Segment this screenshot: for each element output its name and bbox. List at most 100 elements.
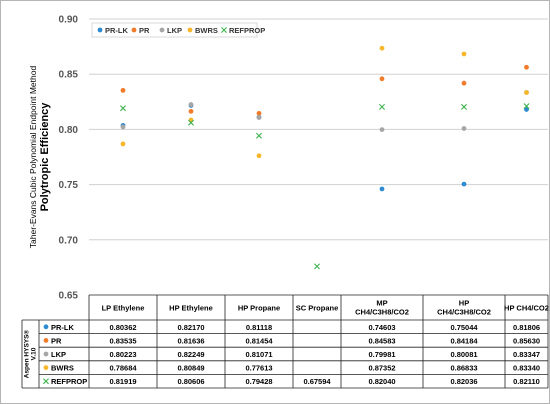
point-lkp-0	[120, 124, 126, 130]
table-side-label: Aspen HYSYS® V.10	[23, 330, 38, 379]
legend-marker-bwrs	[187, 27, 193, 33]
point-refprop-6	[523, 103, 530, 110]
legend: PR-LK PR LKP BWRS REFPROP	[91, 22, 265, 38]
table-cell: 0.75044	[450, 323, 478, 332]
point-pr-lk-6	[524, 107, 529, 112]
table-cell: 0.81118	[246, 323, 272, 332]
table-cell: 0.86833	[450, 364, 477, 373]
table-cell: 0.82040	[368, 377, 395, 386]
marker-stroke	[379, 103, 385, 110]
y-axis-label-method: Taher-Evans Cubic Polynomial Endpoint Me…	[28, 66, 38, 249]
table-cell: 0.79428	[245, 377, 272, 386]
table-cell: 0.80362	[109, 323, 136, 332]
legend-label: BWRS	[195, 26, 218, 35]
point-pr-2	[256, 110, 262, 116]
table-cell: 0.80081	[450, 350, 477, 359]
row-key-marker	[43, 324, 49, 330]
table-cell: 0.82249	[177, 350, 204, 359]
marker-stroke	[43, 378, 49, 385]
point-refprop-0	[120, 105, 126, 112]
category-label: CH4/C3H8/CO2	[437, 308, 491, 317]
legend-marker-refprop	[221, 27, 227, 33]
legend-marker-lkp	[159, 27, 165, 33]
legend-label: PR	[139, 26, 150, 35]
marker-stroke	[461, 103, 467, 110]
point-refprop-3	[314, 263, 320, 270]
point-refprop-2	[256, 132, 262, 139]
point-bwrs-4	[379, 45, 385, 51]
row-label: REFPROP	[51, 377, 87, 386]
point-lkp-2	[256, 115, 262, 120]
marker-stroke	[314, 263, 320, 270]
y-tick-label: 0.90	[59, 15, 79, 26]
table-cell: 0.67594	[303, 377, 331, 386]
point-bwrs-2	[256, 153, 262, 159]
point-bwrs-5	[461, 51, 467, 57]
table-cell: 0.85630	[513, 336, 540, 345]
table-cell: 0.83347	[513, 350, 540, 359]
point-pr-6	[524, 64, 529, 70]
point-lkp-4	[379, 127, 385, 133]
row-label: PR-LK	[51, 323, 74, 332]
table-cell: 0.81636	[177, 336, 204, 345]
table-cell: 0.80849	[177, 364, 204, 373]
y-tick-label: 0.75	[59, 180, 79, 191]
point-refprop-4	[379, 103, 385, 110]
point-pr-4	[379, 76, 385, 82]
table-cell: 0.83535	[109, 336, 136, 345]
point-bwrs-6	[524, 90, 529, 95]
point-pr-lk-5	[461, 181, 467, 187]
row-label: PR	[51, 336, 62, 345]
table-cell: 0.81919	[109, 377, 136, 386]
table-cell: 0.82110	[513, 377, 540, 386]
software-label: Aspen HYSYS®	[23, 330, 31, 379]
legend-label: REFPROP	[229, 26, 265, 35]
category-label: HP	[459, 299, 469, 308]
y-tick-label: 0.70	[59, 235, 79, 246]
row-label: BWRS	[51, 364, 74, 373]
table-cell: 0.84583	[368, 336, 395, 345]
point-pr-5	[461, 80, 467, 86]
table-cell: 0.80606	[177, 377, 204, 386]
table-cell: 0.77613	[245, 364, 272, 373]
point-lkp-5	[461, 126, 467, 131]
table-cell: 0.81071	[245, 350, 272, 359]
row-label: LKP	[51, 350, 66, 359]
y-axis-label-metric: Polytropic Efficiency	[39, 102, 51, 212]
table-cell: 0.82036	[450, 377, 477, 386]
table-cell: 0.81806	[513, 323, 540, 332]
table-cell: 0.79981	[368, 350, 395, 359]
table-cell: 0.80223	[109, 350, 136, 359]
y-tick-label: 0.80	[59, 125, 79, 136]
gridlines	[89, 18, 548, 241]
row-key-marker	[43, 365, 49, 370]
table-cell: 0.81454	[245, 336, 273, 345]
category-label: HP Ethylene	[169, 304, 213, 313]
legend-label: LKP	[167, 26, 182, 35]
y-axis-ticks: 0.65 0.70 0.75 0.80 0.85 0.90	[59, 15, 79, 302]
point-pr-1	[188, 108, 194, 114]
point-pr-lk-4	[379, 186, 385, 192]
y-tick-label: 0.65	[59, 291, 79, 302]
point-refprop-1	[188, 119, 194, 126]
table-cell: 0.84184	[450, 336, 478, 345]
legend-box	[91, 22, 258, 38]
data-points	[120, 45, 530, 270]
software-label: V.10	[31, 347, 38, 360]
marker-stroke	[221, 27, 227, 33]
category-label: SC Propane	[296, 304, 339, 313]
row-key-marker	[43, 338, 49, 343]
y-tick-label: 0.85	[59, 70, 79, 81]
table-cell: 0.78684	[109, 364, 137, 373]
point-bwrs-0	[120, 141, 126, 147]
row-key-marker	[43, 351, 49, 357]
legend-marker-pr	[131, 27, 137, 33]
category-label: HP CH4/CO2	[504, 304, 549, 313]
category-label: LP Ethylene	[102, 304, 145, 313]
marker-stroke	[120, 105, 126, 112]
legend-marker-pr-lk	[97, 27, 103, 33]
category-label: HP Propane	[238, 304, 280, 313]
marker-stroke	[256, 132, 262, 139]
table-cell: 0.83340	[513, 364, 540, 373]
